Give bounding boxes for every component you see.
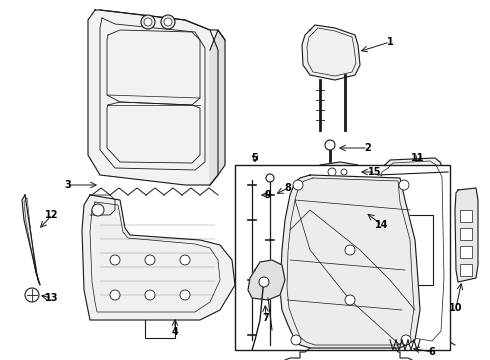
Circle shape: [161, 15, 175, 29]
Circle shape: [110, 255, 120, 265]
Circle shape: [164, 18, 172, 26]
Polygon shape: [302, 180, 372, 230]
Circle shape: [325, 140, 335, 150]
Polygon shape: [210, 30, 225, 185]
Text: 7: 7: [263, 313, 270, 323]
Text: 10: 10: [449, 303, 463, 313]
Bar: [460, 246, 472, 258]
Polygon shape: [88, 10, 218, 185]
Circle shape: [320, 205, 330, 215]
Text: 4: 4: [172, 327, 178, 337]
Circle shape: [180, 255, 190, 265]
Circle shape: [180, 290, 190, 300]
Circle shape: [328, 168, 336, 176]
Text: 6: 6: [429, 347, 436, 357]
Polygon shape: [22, 195, 40, 285]
Circle shape: [399, 180, 409, 190]
Circle shape: [145, 255, 155, 265]
Text: 2: 2: [365, 143, 371, 153]
Bar: [400, 215, 433, 285]
Text: 12: 12: [45, 210, 59, 220]
Circle shape: [341, 204, 349, 212]
Text: 9: 9: [265, 190, 271, 200]
Polygon shape: [302, 25, 360, 80]
Circle shape: [25, 288, 39, 302]
Circle shape: [293, 180, 303, 190]
Circle shape: [266, 174, 274, 182]
Text: 13: 13: [45, 293, 59, 303]
Text: 14: 14: [375, 220, 389, 230]
Text: 3: 3: [65, 180, 72, 190]
Text: 15: 15: [368, 167, 382, 177]
Circle shape: [141, 15, 155, 29]
Circle shape: [110, 290, 120, 300]
Circle shape: [145, 290, 155, 300]
Circle shape: [92, 204, 104, 216]
Circle shape: [291, 335, 301, 345]
Polygon shape: [315, 162, 360, 180]
Bar: [235, 165, 450, 350]
Bar: [460, 264, 472, 276]
Text: 5: 5: [252, 153, 258, 163]
Circle shape: [341, 169, 347, 175]
Bar: [460, 210, 472, 222]
Text: 11: 11: [411, 153, 425, 163]
Text: 1: 1: [387, 37, 393, 47]
Circle shape: [345, 295, 355, 305]
Circle shape: [144, 18, 152, 26]
Polygon shape: [248, 260, 285, 300]
Polygon shape: [280, 175, 420, 348]
Circle shape: [345, 245, 355, 255]
Circle shape: [401, 335, 411, 345]
Circle shape: [259, 277, 269, 287]
Text: 8: 8: [285, 183, 292, 193]
Bar: [460, 228, 472, 240]
Polygon shape: [375, 158, 448, 345]
Polygon shape: [455, 188, 478, 282]
Polygon shape: [82, 195, 235, 320]
